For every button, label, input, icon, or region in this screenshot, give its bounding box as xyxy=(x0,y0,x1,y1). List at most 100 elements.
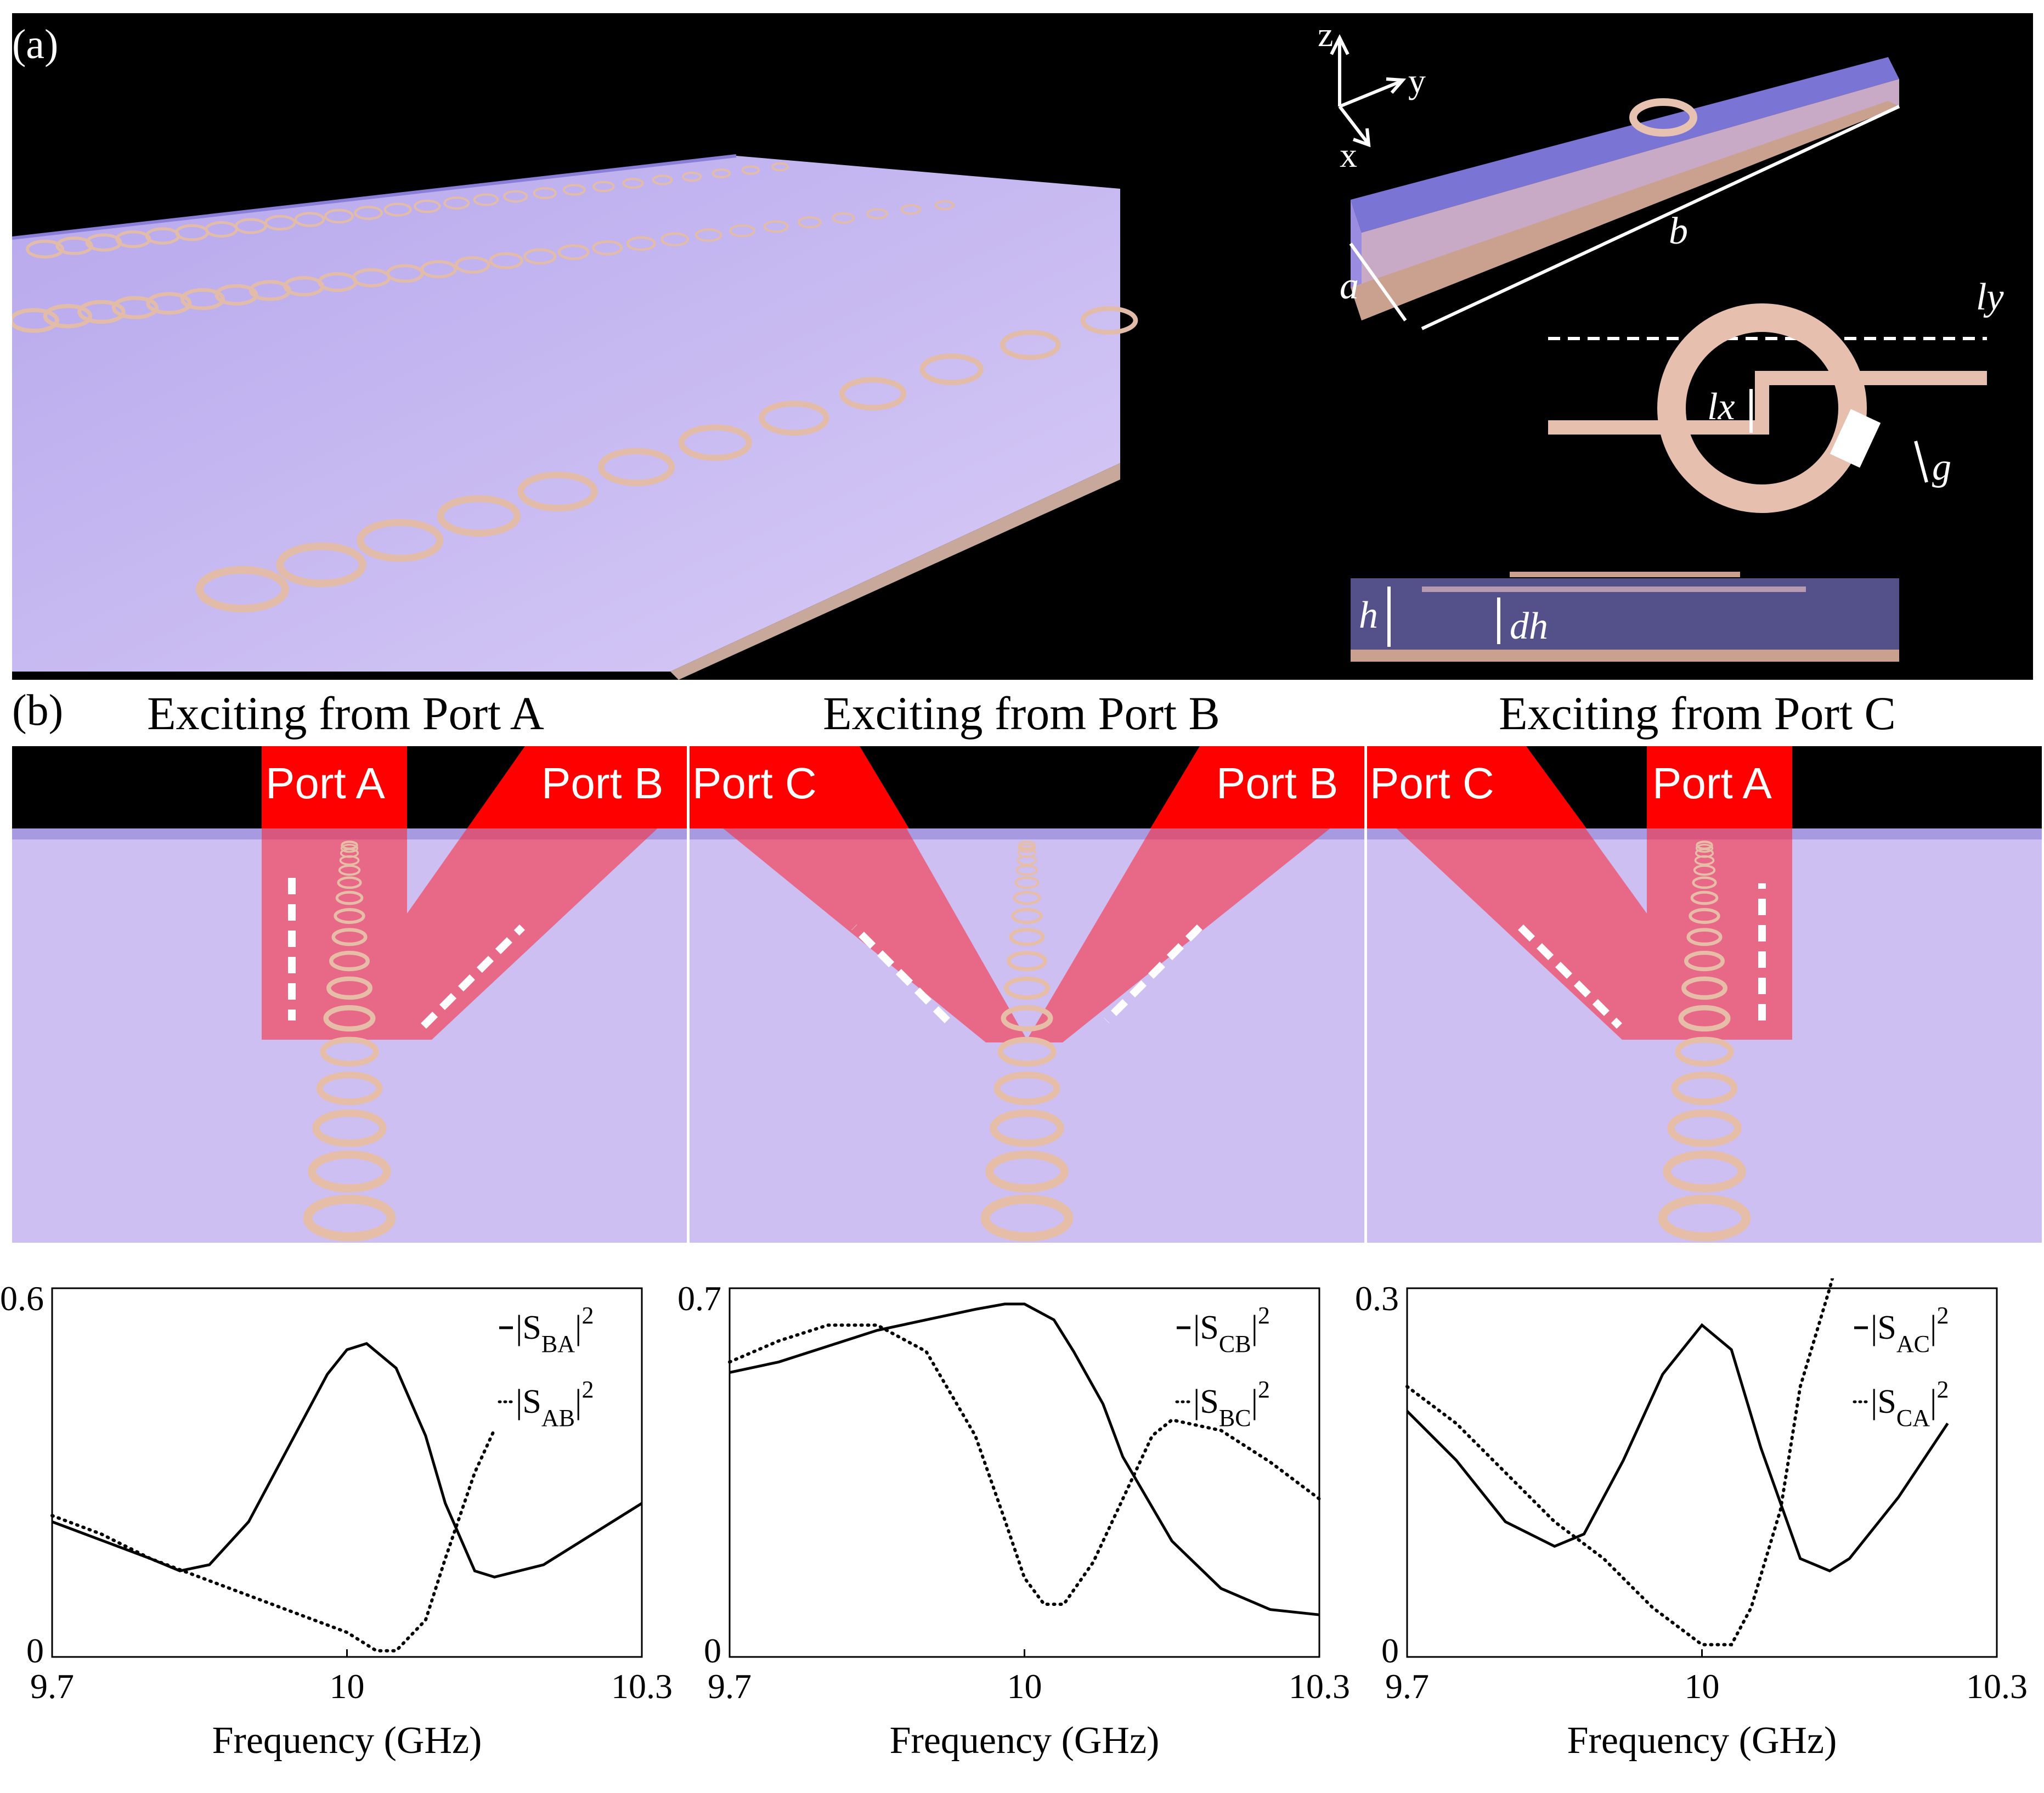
ring xyxy=(985,1150,1069,1193)
ring xyxy=(919,353,984,385)
ring-detail xyxy=(1548,303,1987,513)
scene-port-c-svg: Port C Port A xyxy=(1367,746,2042,1242)
chart-port-c: 9.7 10 10.3 0 0.3 Frequency (GHz) |SAC|2 |SCA|2 xyxy=(1355,1278,2028,1762)
dim-dh-label: dh xyxy=(1510,605,1548,647)
x-tick-label: 9.7 xyxy=(30,1667,74,1706)
series-line xyxy=(50,1428,496,1653)
ring xyxy=(326,976,372,1000)
ring xyxy=(316,1072,383,1106)
x-tick-label: 9.7 xyxy=(708,1667,752,1706)
port-a-label: Port A xyxy=(266,759,386,808)
ring xyxy=(1001,1005,1053,1031)
ring xyxy=(331,928,368,946)
ring xyxy=(111,296,159,319)
series-line xyxy=(1405,1278,1834,1647)
ring xyxy=(26,239,64,259)
port-a-label: Port A xyxy=(1652,759,1772,808)
ring xyxy=(354,205,383,221)
dimension-arrows xyxy=(1349,105,1900,330)
ring xyxy=(1695,843,1714,853)
ring xyxy=(324,208,354,224)
substrate-slab xyxy=(12,156,1120,672)
ring xyxy=(1692,876,1717,889)
ring xyxy=(678,424,753,461)
x-tick-label: 10 xyxy=(1007,1667,1042,1706)
ring xyxy=(308,1150,391,1193)
ring xyxy=(1678,1005,1731,1031)
axis-y-label: y xyxy=(1408,61,1426,100)
ring xyxy=(420,260,457,279)
ring xyxy=(43,304,93,329)
ring xyxy=(77,300,126,324)
x-tick-label: 10 xyxy=(330,1667,365,1706)
ring xyxy=(1663,1150,1746,1193)
scene-port-a: Port A Port B xyxy=(12,746,687,1243)
title-port-b: Exciting from Port B xyxy=(823,687,1220,740)
ring xyxy=(980,1194,1074,1242)
ring xyxy=(1671,1072,1738,1106)
ring xyxy=(694,228,722,242)
ring xyxy=(592,240,623,256)
ring-array xyxy=(12,162,1138,613)
ring xyxy=(195,566,290,613)
ring xyxy=(523,248,557,265)
ring xyxy=(339,855,360,866)
ring xyxy=(312,1109,387,1147)
ring xyxy=(323,1005,376,1031)
x-axis-label: Frequency (GHz) xyxy=(212,1719,482,1762)
port-b-label: Port B xyxy=(1216,759,1338,808)
ring xyxy=(741,165,760,175)
ring xyxy=(303,1194,396,1242)
port-c-label: Port C xyxy=(692,759,817,808)
coordinate-axes xyxy=(1330,34,1407,148)
scene-port-b: Port C Port B xyxy=(690,746,1364,1243)
ring xyxy=(1681,976,1727,1000)
ring xyxy=(1007,950,1047,972)
ring xyxy=(383,202,412,217)
ring xyxy=(503,190,528,203)
ring xyxy=(338,864,361,876)
ring xyxy=(562,184,586,196)
x-axis-label: Frequency (GHz) xyxy=(1567,1719,1837,1762)
ring xyxy=(340,843,359,853)
series-line xyxy=(1406,1323,1949,1573)
chart-port-a: 9.7 10 10.3 0 0.6 Frequency (GHz) |SBA|2 |SAB|2 xyxy=(0,1279,673,1762)
legend-entry: |SCA|2 xyxy=(1871,1376,1949,1431)
ring xyxy=(935,200,955,211)
chart-port-b: 9.7 10 10.3 0 0.7 Frequency (GHz) |SCB|2 |SBC|2 xyxy=(677,1279,1350,1762)
ring xyxy=(866,208,888,219)
legend-entry: |SCB|2 xyxy=(1193,1302,1270,1357)
ring xyxy=(592,181,615,193)
series-line xyxy=(52,1342,643,1578)
ring xyxy=(443,196,470,210)
ring xyxy=(1667,1109,1742,1147)
ring xyxy=(357,518,444,562)
title-port-c: Exciting from Port C xyxy=(1499,687,1896,740)
panel-b-label: (b) xyxy=(12,686,64,735)
ring xyxy=(1004,976,1050,1000)
ring xyxy=(294,212,325,227)
dim-b-label: b xyxy=(1669,210,1688,252)
x-tick-label: 10.3 xyxy=(1966,1667,2028,1706)
ring xyxy=(682,171,702,182)
ring xyxy=(1684,950,1725,972)
x-tick-label: 10.3 xyxy=(611,1667,673,1706)
ring xyxy=(533,187,557,199)
ring xyxy=(1693,864,1716,876)
port-c-label: Port C xyxy=(1370,759,1494,808)
ring xyxy=(334,908,365,924)
ring xyxy=(180,288,225,311)
ring xyxy=(839,377,907,410)
ring xyxy=(652,174,673,185)
ring xyxy=(1658,1194,1751,1242)
dim-ly-label: ly xyxy=(1976,276,2004,318)
ring xyxy=(1675,1036,1734,1067)
y-tick-label: 0.6 xyxy=(0,1279,44,1318)
panel-a-figure: z y x a b ly lx g h xyxy=(12,13,2033,680)
title-port-a: Exciting from Port A xyxy=(147,687,544,740)
ring xyxy=(997,1036,1057,1067)
ring xyxy=(712,168,731,178)
x-tick-label: 9.7 xyxy=(1385,1667,1429,1706)
ring xyxy=(626,236,656,251)
ring xyxy=(1015,864,1038,876)
